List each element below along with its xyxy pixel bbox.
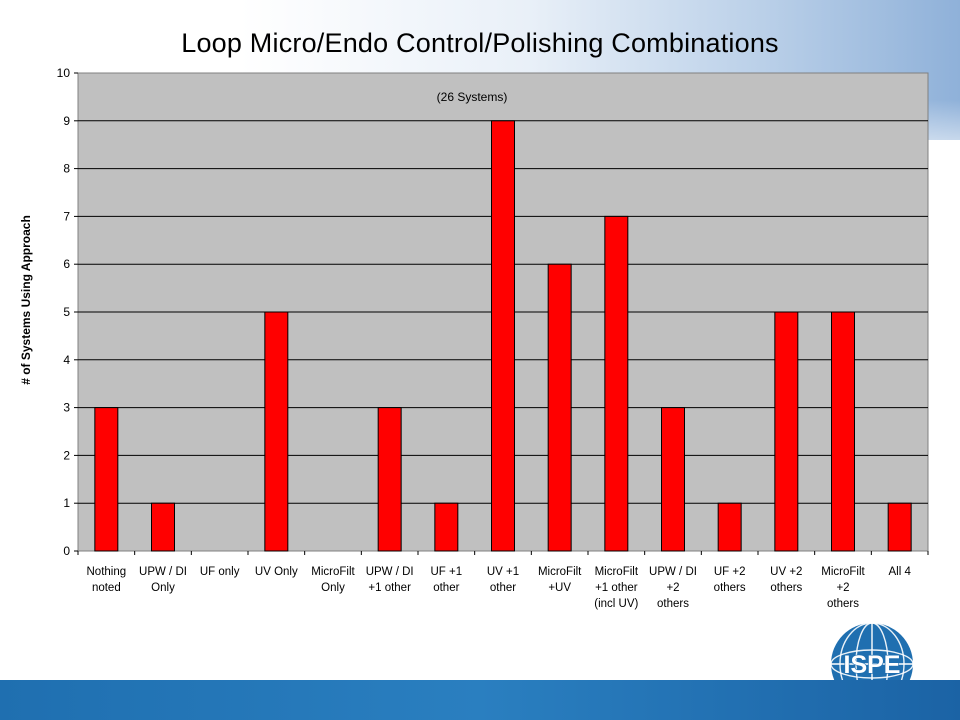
x-tick-label-line: others — [827, 598, 859, 610]
x-tick-label: UPW / DI +2 others — [649, 566, 697, 610]
x-tick-label: UV +2 others — [770, 566, 802, 594]
chart-annotation: (26 Systems) — [437, 90, 508, 104]
x-tick-label: MicroFilt +2 others — [821, 566, 865, 610]
y-tick-label: 4 — [63, 353, 70, 367]
y-tick-label: 3 — [63, 401, 70, 415]
y-tick-label: 10 — [57, 66, 71, 80]
x-tick-label-line: Only — [321, 582, 345, 594]
bars — [94, 120, 912, 552]
bar — [491, 120, 515, 552]
bar — [377, 407, 402, 552]
x-tick-label-line: MicroFilt — [821, 566, 865, 578]
x-tick-label: UF +2 others — [714, 566, 746, 594]
x-tick-label-line: others — [770, 582, 802, 594]
x-tick-label: UF only — [200, 566, 240, 578]
x-tick-label-line: others — [714, 582, 746, 594]
x-tick-label: All 4 — [888, 566, 911, 578]
bar — [717, 502, 742, 552]
x-tick-label-line: other — [490, 582, 516, 594]
y-axis-label-wrap: # of Systems Using Approach — [19, 215, 46, 385]
chart-title: Loop Micro/Endo Control/Polishing Combin… — [181, 28, 779, 58]
bar — [831, 311, 855, 552]
x-tick-label: UF +1 other — [431, 566, 463, 594]
x-tick-label-line: UPW / DI — [366, 566, 414, 578]
bar — [774, 311, 799, 552]
bar — [94, 407, 119, 552]
y-tick-label: 0 — [63, 544, 70, 558]
x-tick-label-line: +2 — [836, 582, 849, 594]
y-tick-label: 1 — [63, 496, 70, 510]
x-tick-label: MicroFilt Only — [311, 566, 355, 594]
x-tick-label-line: UF +1 — [431, 566, 463, 578]
bar — [151, 502, 175, 552]
y-tick-label: 6 — [63, 257, 70, 271]
x-tick-label: MicroFilt +1 other (incl UV) — [594, 566, 639, 610]
y-tick-label: 9 — [63, 114, 70, 128]
x-tick-label-line: others — [657, 598, 689, 610]
x-tick-label-line: UPW / DI — [139, 566, 187, 578]
bar — [434, 502, 459, 552]
bar — [547, 263, 572, 552]
x-tick-label: UPW / DI +1 other — [366, 566, 414, 594]
x-tick-label-line: +UV — [548, 582, 571, 594]
x-tick-label-line: UV Only — [255, 566, 298, 578]
x-tick-label-line: All 4 — [888, 566, 911, 578]
x-tick-label-line: UV +1 — [487, 566, 519, 578]
x-tick-label-line: noted — [92, 582, 121, 594]
x-tick-label-line: UV +2 — [770, 566, 802, 578]
x-tick-label-line: other — [433, 582, 459, 594]
y-tick-label: 7 — [63, 209, 70, 223]
bar — [661, 407, 685, 552]
y-axis-label: # of Systems Using Approach — [19, 215, 33, 385]
x-tick-labels: Nothing noted UPW / DI Only UF only UV Only Mi… — [77, 551, 929, 610]
x-tick-label-line: +1 other — [595, 582, 638, 594]
x-tick-label: MicroFilt +UV — [538, 566, 582, 594]
x-tick-label-line: Nothing — [87, 566, 127, 578]
y-tick-label: 2 — [63, 448, 70, 462]
x-tick-label-line: UF +2 — [714, 566, 746, 578]
y-tick-label: 8 — [63, 162, 70, 176]
x-tick-label-line: MicroFilt — [311, 566, 355, 578]
x-tick-label-line: MicroFilt — [538, 566, 582, 578]
x-tick-label: UPW / DI Only — [139, 566, 187, 594]
bar — [887, 502, 912, 552]
x-tick-label-line: Only — [151, 582, 175, 594]
x-tick-label-line: UF only — [200, 566, 240, 578]
x-tick-label-line: MicroFilt — [595, 566, 639, 578]
footer-band — [0, 680, 960, 720]
bar — [264, 311, 289, 552]
logo-text: ISPE — [844, 651, 901, 679]
x-tick-label-line: UPW / DI — [649, 566, 697, 578]
y-tick-label: 5 — [63, 305, 70, 319]
x-tick-label: Nothing noted — [87, 566, 127, 594]
x-tick-label-line: +2 — [666, 582, 679, 594]
x-tick-label-line: (incl UV) — [594, 598, 638, 610]
x-tick-label: UV Only — [255, 566, 298, 578]
x-tick-label-line: +1 other — [368, 582, 411, 594]
bar — [604, 215, 629, 552]
y-tick-labels: 0 1 2 3 4 5 6 7 8 9 10 — [57, 66, 78, 558]
x-tick-label: UV +1 other — [487, 566, 519, 594]
